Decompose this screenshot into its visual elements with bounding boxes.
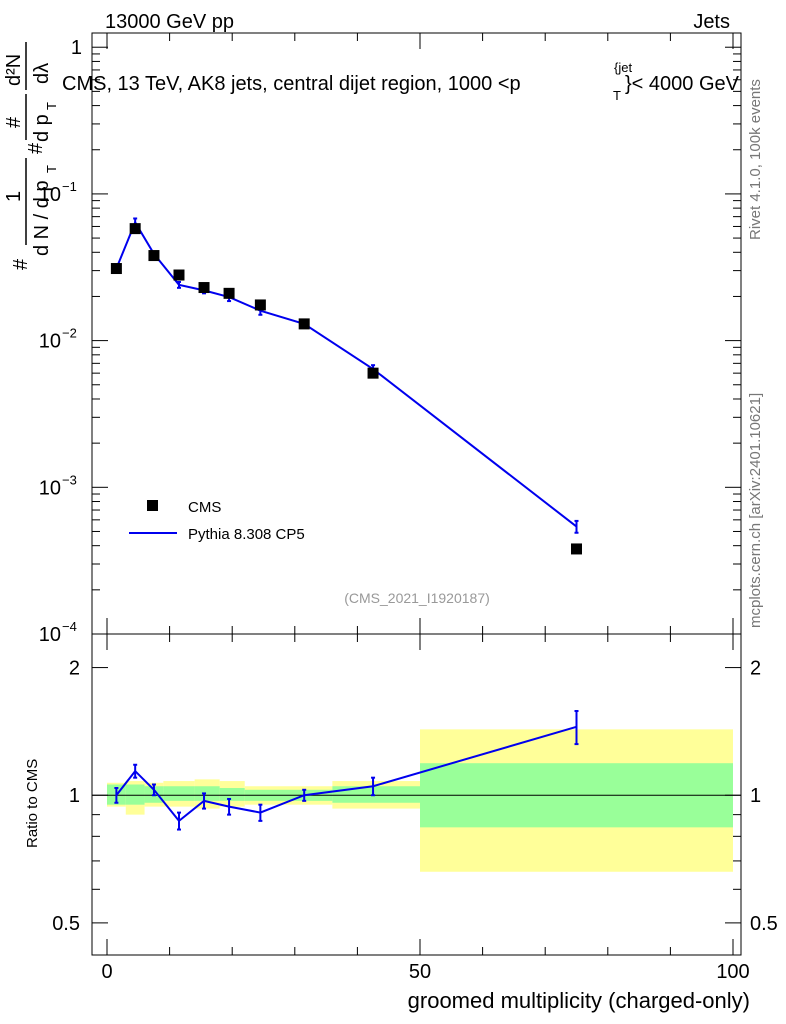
cms-data-point bbox=[367, 367, 379, 379]
ratio-pythia-line bbox=[115, 725, 577, 823]
header-energy-label: 13000 GeV pp bbox=[105, 11, 234, 33]
cms-data-point bbox=[110, 263, 122, 275]
cms-data-point bbox=[198, 282, 210, 294]
ratio-band-green bbox=[332, 786, 420, 803]
ratio-y-tick-label-left: 0.5 bbox=[52, 913, 80, 935]
legend-cms-label: CMS bbox=[188, 499, 221, 516]
x-tick-label: 100 bbox=[716, 961, 749, 983]
svg-text:T: T bbox=[44, 102, 59, 110]
main-y-tick-exponent: −3 bbox=[62, 472, 77, 487]
analysis-id: (CMS_2021_I1920187) bbox=[344, 590, 490, 606]
cms-data-point bbox=[129, 223, 141, 235]
cms-data-point bbox=[173, 269, 185, 281]
header-jets-label: Jets bbox=[693, 11, 730, 33]
svg-text:#: # bbox=[10, 258, 32, 270]
rivet-label: Rivet 4.1.0, 100k events bbox=[747, 79, 764, 240]
legend-cms-marker bbox=[147, 500, 158, 511]
main-y-axis-label: # 1 d N / d p T # # d p T d²N dλ bbox=[3, 42, 59, 270]
svg-text:d N / d p: d N / d p bbox=[31, 180, 53, 256]
plot-title-subscript: T bbox=[613, 88, 621, 103]
ratio-band-green bbox=[125, 784, 145, 805]
plot-title-superscript: {jet bbox=[614, 60, 632, 75]
cms-data-point bbox=[223, 287, 235, 299]
legend-pythia-label: Pythia 8.308 CP5 bbox=[188, 526, 305, 543]
main-panel-frame bbox=[91, 32, 742, 635]
svg-text:d p: d p bbox=[31, 114, 53, 142]
main-y-tick-label: 1 bbox=[71, 37, 82, 59]
main-y-tick-label: 10 bbox=[39, 624, 61, 646]
ratio-band-green bbox=[194, 786, 220, 801]
ratio-y-tick-label-right: 2 bbox=[750, 658, 761, 680]
main-y-tick-exponent: −4 bbox=[62, 619, 77, 634]
main-y-tick-label: 10 bbox=[39, 477, 61, 499]
svg-text:T: T bbox=[44, 165, 59, 173]
main-y-tick-label: 10 bbox=[39, 331, 61, 353]
cms-data-point bbox=[298, 318, 310, 330]
main-y-tick-exponent: −1 bbox=[62, 179, 77, 194]
ratio-band-green bbox=[219, 788, 245, 801]
mcplots-label: mcplots.cern.ch [arXiv:2401.10621] bbox=[747, 393, 764, 628]
x-tick-label: 50 bbox=[409, 961, 431, 983]
ratio-y-tick-label-left: 1 bbox=[69, 785, 80, 807]
plot-title-end: }< 4000 GeV bbox=[625, 73, 740, 95]
legend: CMS Pythia 8.308 CP5 bbox=[129, 499, 305, 543]
svg-text:1: 1 bbox=[3, 191, 25, 202]
svg-text:d²N: d²N bbox=[3, 54, 25, 86]
svg-text:#: # bbox=[3, 116, 25, 128]
svg-text:dλ: dλ bbox=[31, 63, 53, 84]
main-y-tick-label: 10 bbox=[39, 184, 61, 206]
ratio-y-tick-label-right: 0.5 bbox=[750, 913, 778, 935]
cms-data-point bbox=[571, 543, 582, 555]
plot-title: CMS, 13 TeV, AK8 jets, central dijet reg… bbox=[62, 73, 521, 95]
x-axis-label: groomed multiplicity (charged-only) bbox=[408, 988, 750, 1013]
ratio-panel-frame bbox=[91, 633, 742, 956]
ratio-y-tick-label-right: 1 bbox=[750, 785, 761, 807]
ratio-band-green bbox=[163, 786, 195, 801]
pythia-line bbox=[115, 220, 578, 528]
x-tick-label: 0 bbox=[101, 961, 112, 983]
main-y-tick-exponent: −2 bbox=[62, 326, 77, 341]
svg-text:#: # bbox=[25, 142, 47, 154]
cms-data-point bbox=[254, 299, 266, 311]
ratio-uncertainty-bands bbox=[92, 729, 741, 872]
cms-data-point bbox=[148, 250, 160, 262]
ratio-y-axis-label: Ratio to CMS bbox=[24, 759, 41, 848]
ratio-y-tick-label-left: 2 bbox=[69, 658, 80, 680]
